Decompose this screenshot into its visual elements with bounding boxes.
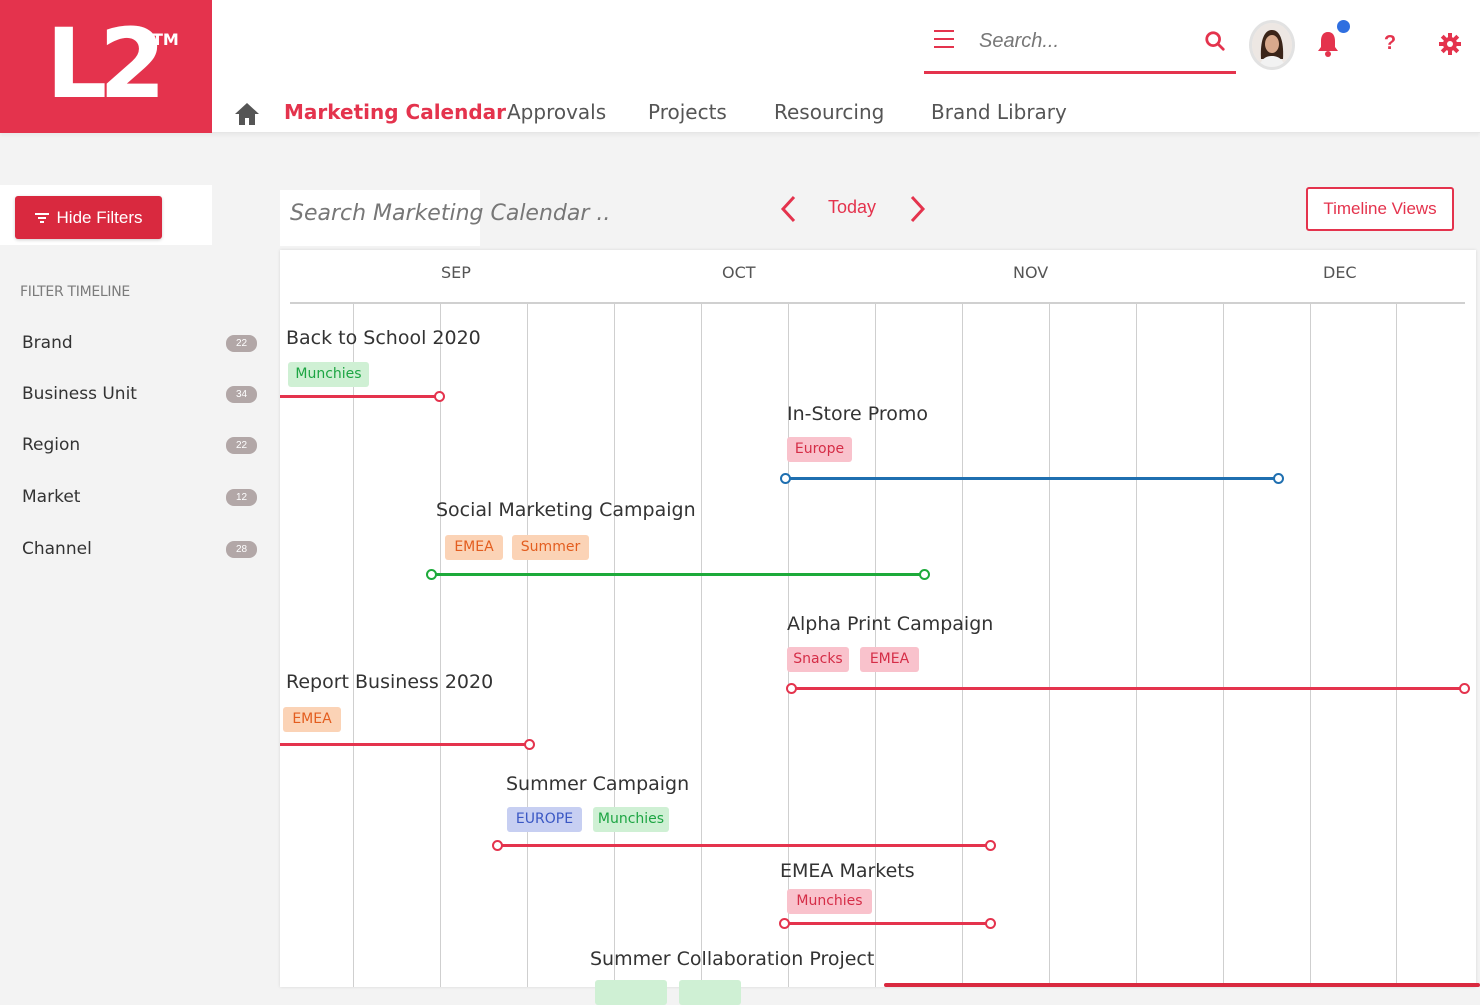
month-dec: DEC bbox=[1323, 263, 1357, 282]
event-end-handle[interactable] bbox=[524, 739, 535, 750]
event-title[interactable]: EMEA Markets bbox=[780, 860, 915, 882]
event-title[interactable]: Summer Collaboration Project bbox=[590, 948, 875, 970]
event-start-handle[interactable] bbox=[492, 840, 503, 851]
event-end-handle[interactable] bbox=[434, 391, 445, 402]
week-gridline bbox=[1223, 304, 1224, 987]
event-title[interactable]: Social Marketing Campaign bbox=[436, 499, 696, 521]
event-tag[interactable]: Europe bbox=[787, 437, 852, 462]
week-gridline bbox=[1136, 304, 1137, 987]
global-search bbox=[924, 20, 1236, 74]
filter-brand[interactable]: Brand bbox=[22, 333, 73, 353]
event-end-handle[interactable] bbox=[1459, 683, 1470, 694]
event-timeline-bar[interactable] bbox=[498, 844, 991, 847]
week-gridline bbox=[353, 304, 354, 987]
event-tag[interactable]: Munchies bbox=[593, 807, 669, 832]
event-title[interactable]: In-Store Promo bbox=[787, 403, 929, 425]
event-title[interactable]: Summer Campaign bbox=[506, 773, 690, 795]
chevron-right-icon[interactable] bbox=[906, 193, 928, 225]
event-tag[interactable]: EMEA bbox=[283, 707, 341, 732]
nav-marketing-calendar[interactable]: Marketing Calendar bbox=[284, 100, 507, 124]
event-timeline-bar[interactable] bbox=[785, 922, 991, 925]
event-start-handle[interactable] bbox=[779, 918, 790, 929]
event-timeline-bar[interactable] bbox=[280, 743, 530, 746]
week-gridline bbox=[788, 304, 789, 987]
gear-icon[interactable] bbox=[1438, 32, 1462, 56]
event-end-handle[interactable] bbox=[985, 840, 996, 851]
week-gridline bbox=[1049, 304, 1050, 987]
today-button[interactable]: Today bbox=[828, 197, 877, 217]
nav-projects[interactable]: Projects bbox=[648, 100, 727, 124]
event-tag[interactable]: EMEA bbox=[860, 647, 919, 672]
bell-icon[interactable] bbox=[1316, 30, 1340, 58]
month-oct: OCT bbox=[722, 263, 756, 282]
filter-brand-count: 22 bbox=[226, 335, 257, 352]
week-gridline bbox=[875, 304, 876, 987]
event-start-handle[interactable] bbox=[780, 473, 791, 484]
help-icon[interactable]: ? bbox=[1383, 32, 1397, 54]
timeline-views-button[interactable]: Timeline Views bbox=[1306, 187, 1454, 231]
event-timeline-bar[interactable] bbox=[280, 395, 440, 398]
filter-market[interactable]: Market bbox=[22, 487, 81, 507]
event-timeline-bar[interactable] bbox=[432, 573, 925, 576]
filter-business-unit-count: 34 bbox=[226, 386, 257, 403]
event-title[interactable]: Report Business 2020 bbox=[286, 671, 494, 693]
notification-dot bbox=[1337, 20, 1350, 33]
week-gridline bbox=[440, 304, 441, 987]
week-gridline bbox=[701, 304, 702, 987]
event-tag[interactable]: Summer bbox=[512, 535, 589, 560]
week-gridline bbox=[527, 304, 528, 987]
filter-channel-count: 28 bbox=[226, 541, 257, 558]
global-search-input[interactable] bbox=[979, 27, 1179, 55]
nav-resourcing[interactable]: Resourcing bbox=[774, 100, 885, 124]
app-header: L2 TM ? bbox=[0, 0, 1480, 133]
event-tag[interactable] bbox=[679, 980, 741, 1005]
nav-approvals[interactable]: Approvals bbox=[507, 100, 607, 124]
week-gridline bbox=[614, 304, 615, 987]
user-avatar[interactable] bbox=[1249, 20, 1295, 70]
avatar-portrait bbox=[1252, 23, 1292, 67]
logo-text: L2 bbox=[46, 8, 166, 120]
event-tag[interactable]: Munchies bbox=[787, 889, 872, 914]
event-tag[interactable]: Snacks bbox=[787, 647, 849, 672]
timeline-panel bbox=[280, 250, 1476, 987]
event-timeline-bar[interactable] bbox=[792, 687, 1464, 690]
filter-region-count: 22 bbox=[226, 437, 257, 454]
hide-filters-label: Hide Filters bbox=[56, 207, 143, 227]
filter-business-unit[interactable]: Business Unit bbox=[22, 384, 137, 404]
event-start-handle[interactable] bbox=[426, 569, 437, 580]
calendar-search-input[interactable] bbox=[290, 196, 610, 230]
month-divider bbox=[290, 302, 1465, 304]
event-tag[interactable]: Munchies bbox=[288, 362, 369, 387]
event-tag[interactable]: EMEA bbox=[445, 535, 503, 560]
logo-trademark: TM bbox=[152, 30, 179, 49]
month-nov: NOV bbox=[1013, 263, 1049, 282]
event-title[interactable]: Alpha Print Campaign bbox=[787, 613, 994, 635]
event-end-handle[interactable] bbox=[985, 918, 996, 929]
filter-region[interactable]: Region bbox=[22, 435, 81, 455]
chevron-left-icon[interactable] bbox=[778, 193, 800, 225]
filter-channel[interactable]: Channel bbox=[22, 539, 92, 559]
nav-brand-library[interactable]: Brand Library bbox=[931, 100, 1067, 124]
search-icon[interactable] bbox=[1204, 30, 1226, 52]
event-end-handle[interactable] bbox=[919, 569, 930, 580]
week-gridline bbox=[1396, 304, 1397, 987]
event-start-handle[interactable] bbox=[786, 683, 797, 694]
l2-logo[interactable]: L2 TM bbox=[0, 0, 212, 133]
filter-market-count: 12 bbox=[226, 489, 257, 506]
filter-timeline-title: FILTER TIMELINE bbox=[20, 284, 130, 300]
week-gridline bbox=[1310, 304, 1311, 987]
event-tag[interactable]: EUROPE bbox=[507, 807, 582, 832]
menu-icon[interactable] bbox=[934, 30, 954, 48]
event-timeline-bar[interactable] bbox=[786, 477, 1279, 480]
event-title[interactable]: Back to School 2020 bbox=[286, 327, 481, 349]
week-gridline bbox=[962, 304, 963, 987]
event-end-handle[interactable] bbox=[1273, 473, 1284, 484]
filter-icon bbox=[34, 212, 49, 223]
home-icon[interactable] bbox=[234, 102, 260, 126]
event-timeline-bar[interactable] bbox=[884, 983, 1480, 987]
month-sep: SEP bbox=[441, 263, 471, 282]
hide-filters-button[interactable]: Hide Filters bbox=[15, 196, 162, 239]
event-tag[interactable] bbox=[595, 980, 667, 1005]
